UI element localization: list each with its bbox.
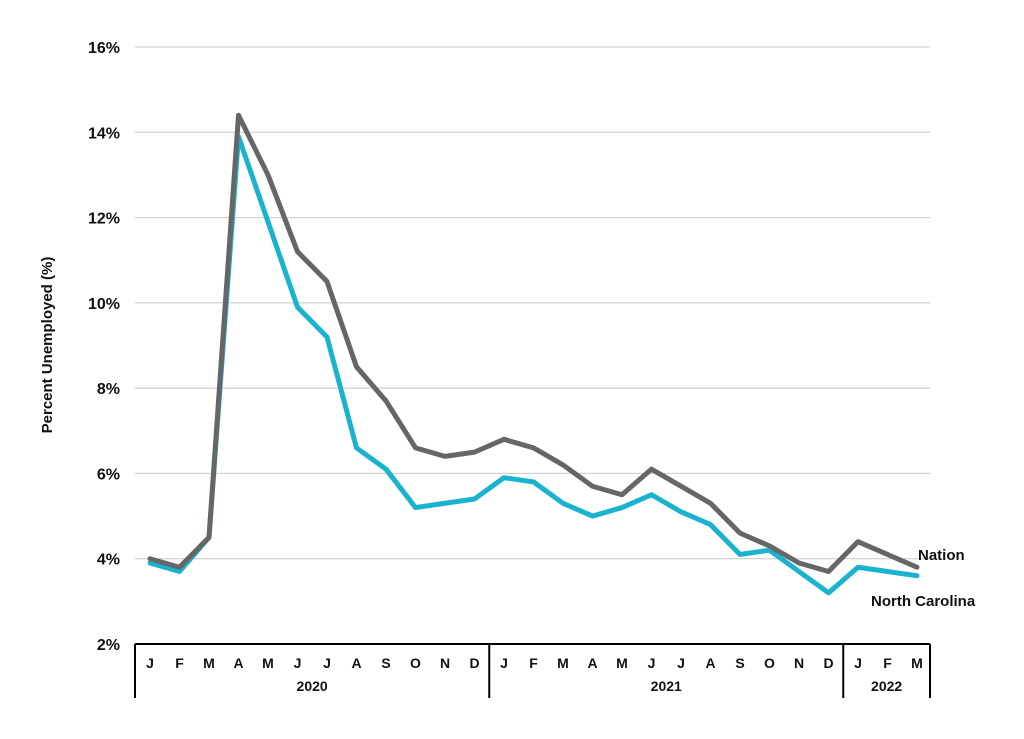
series-line-north-carolina xyxy=(147,134,920,596)
x-tick-label: N xyxy=(440,655,450,671)
x-tick-label: O xyxy=(410,655,421,671)
y-tick-label: 14% xyxy=(88,125,120,142)
y-tick-label: 8% xyxy=(97,381,120,398)
x-tick-label: S xyxy=(735,655,744,671)
x-tick-label: D xyxy=(469,655,479,671)
y-tick-label: 16% xyxy=(88,40,120,57)
y-axis-title: Percent Unemployed (%) xyxy=(39,257,56,434)
x-tick-label: O xyxy=(764,655,775,671)
x-tick-label: A xyxy=(233,655,243,671)
x-year-label: 2020 xyxy=(297,678,328,694)
y-tick-label: 12% xyxy=(88,211,120,228)
x-year-label: 2021 xyxy=(651,678,682,694)
x-tick-label: M xyxy=(262,655,274,671)
x-tick-label: D xyxy=(823,655,833,671)
x-tick-label: J xyxy=(500,655,508,671)
x-tick-label: J xyxy=(648,655,656,671)
x-tick-label: J xyxy=(854,655,862,671)
x-tick-label: S xyxy=(381,655,390,671)
x-tick-label: F xyxy=(883,655,892,671)
x-tick-label: J xyxy=(677,655,685,671)
x-tick-label: A xyxy=(587,655,597,671)
x-tick-label: J xyxy=(294,655,302,671)
x-tick-label: A xyxy=(705,655,715,671)
series-line-nation xyxy=(147,112,920,575)
x-tick-label: M xyxy=(203,655,215,671)
series-lines xyxy=(147,112,920,596)
x-tick-label: F xyxy=(175,655,184,671)
x-tick-label: A xyxy=(351,655,361,671)
x-tick-label: M xyxy=(557,655,569,671)
x-year-label: 2022 xyxy=(871,678,902,694)
x-tick-label: J xyxy=(146,655,154,671)
series-labels: Nation North Carolina xyxy=(871,547,976,610)
x-tick-label: F xyxy=(529,655,538,671)
y-tick-label: 6% xyxy=(97,466,120,483)
x-tick-label: J xyxy=(323,655,331,671)
series-label-nation: Nation xyxy=(918,547,965,564)
x-tick-label: M xyxy=(911,655,923,671)
y-axis-tick-labels: 2% 4% 6% 8% 10% 12% 14% 16% xyxy=(88,40,120,654)
x-tick-label: N xyxy=(794,655,804,671)
y-tick-label: 10% xyxy=(88,296,120,313)
x-tick-label: M xyxy=(616,655,628,671)
series-label-north-carolina: North Carolina xyxy=(871,593,976,610)
x-axis-month-table: J F M A M J J A S O N D J F M A M J J A S O N D J F M 2020 2021 2022 xyxy=(134,643,931,698)
y-tick-label: 4% xyxy=(97,552,120,569)
y-tick-label: 2% xyxy=(97,637,120,654)
